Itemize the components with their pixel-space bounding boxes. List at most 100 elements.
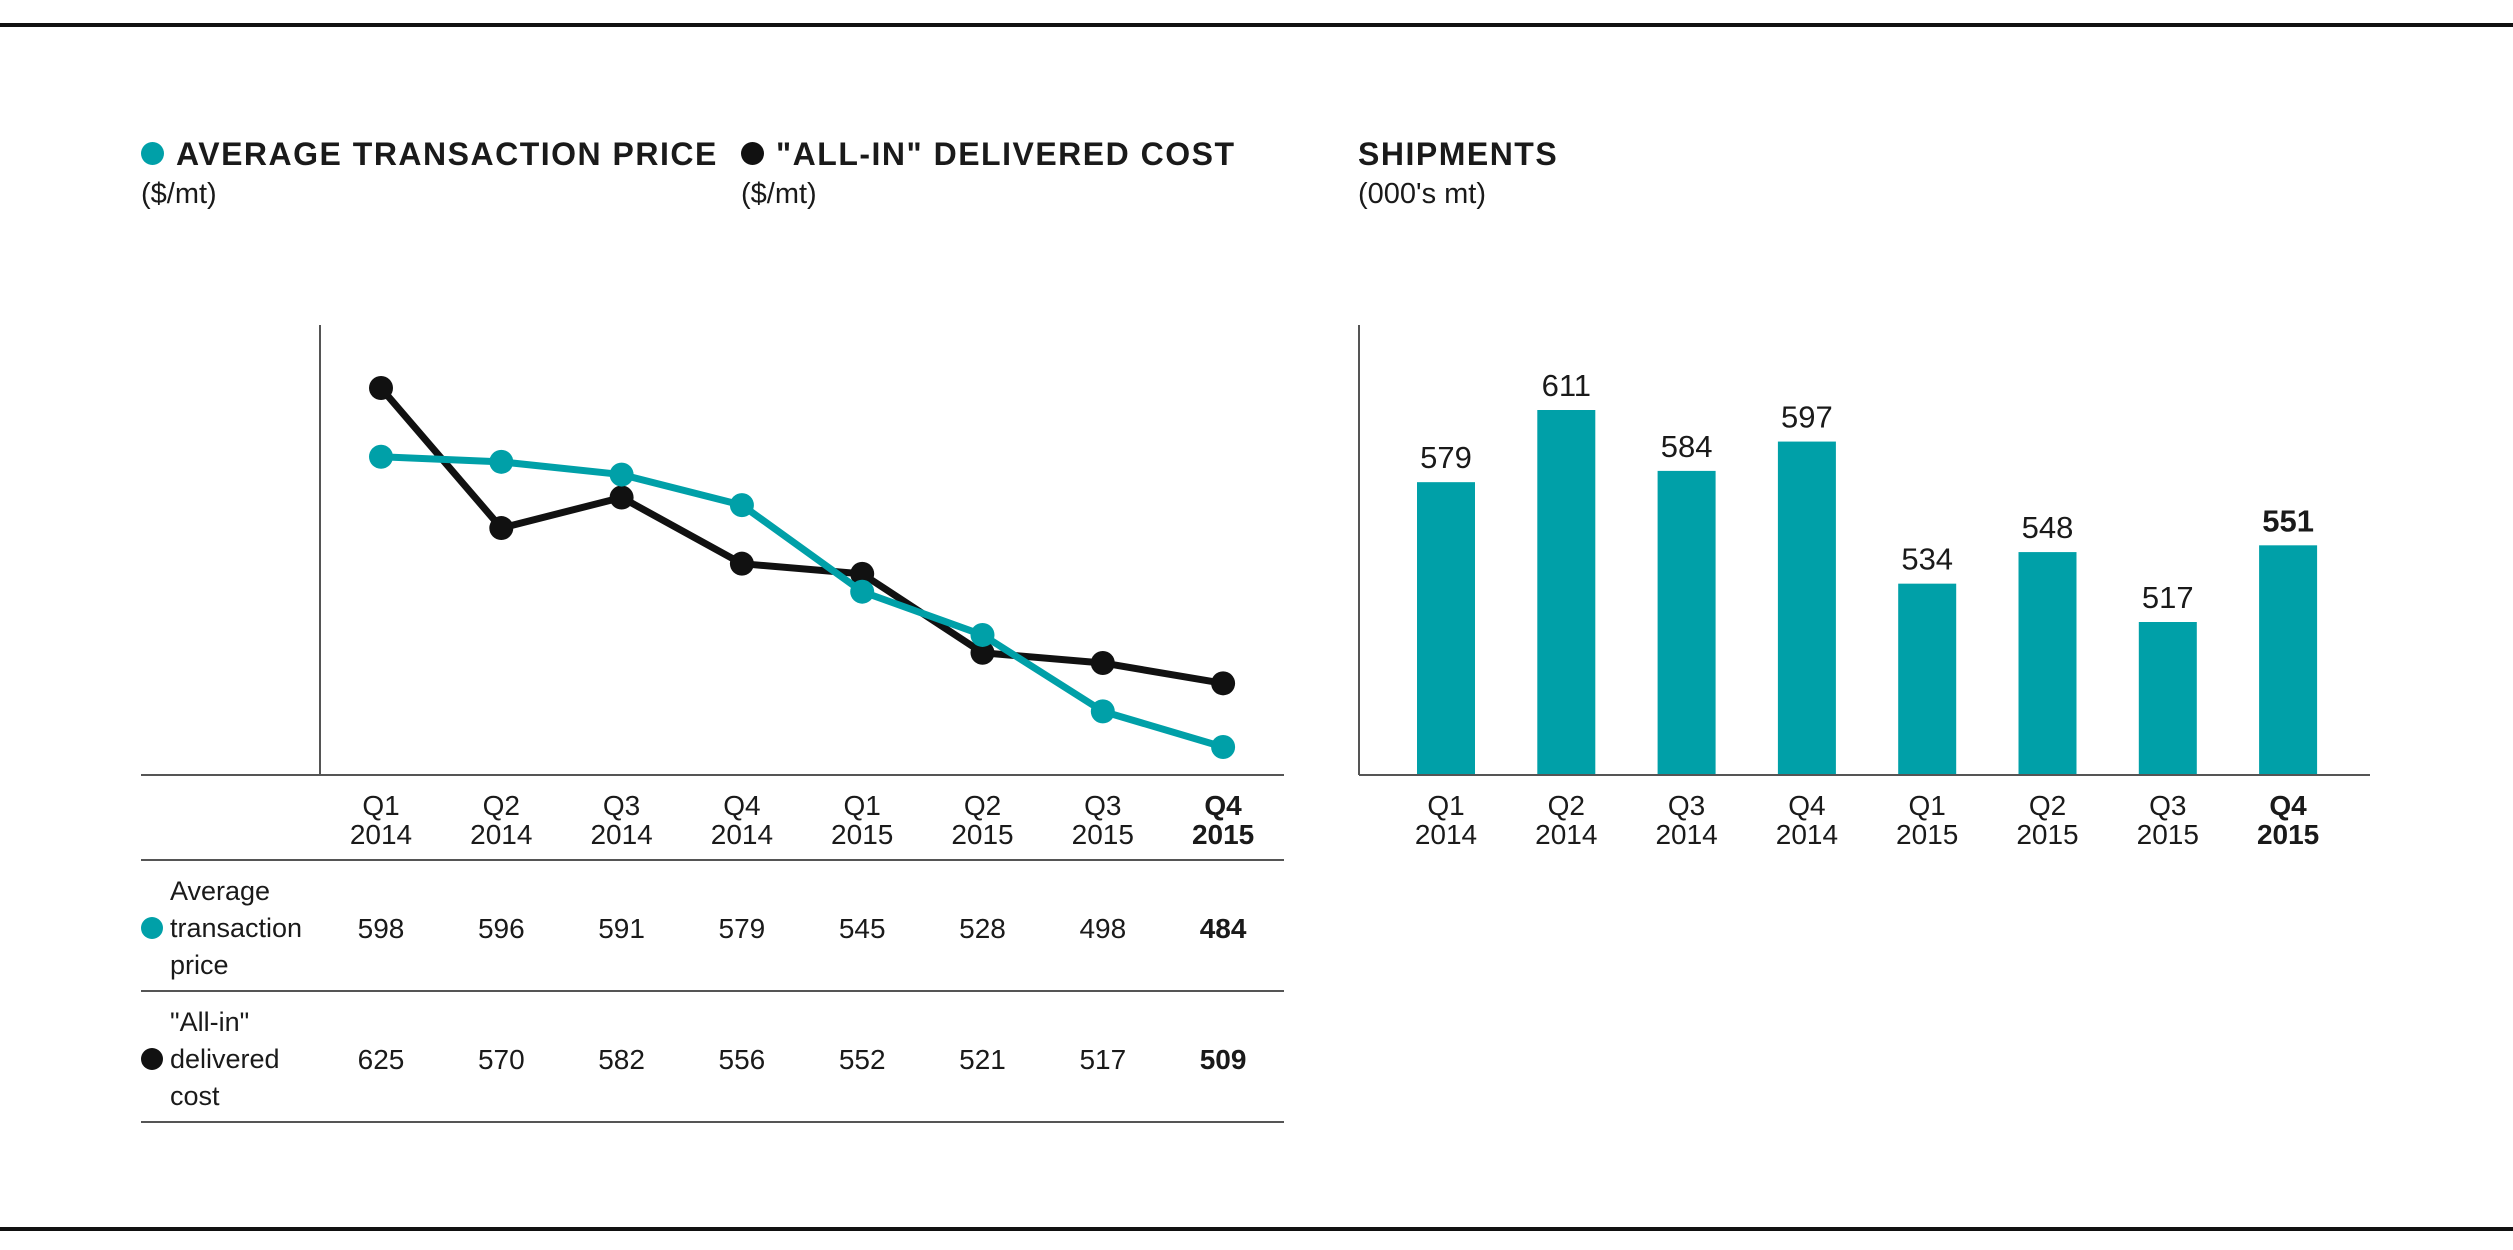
line-x-tick-quarter: Q3 — [1084, 790, 1121, 821]
bar-value-label: 579 — [1420, 440, 1472, 475]
line-x-tick-year: 2015 — [1072, 819, 1134, 850]
series-line-price — [380, 453, 1225, 751]
table-cell: 556 — [719, 1044, 766, 1075]
table-cell: 579 — [719, 913, 766, 944]
teal-dot-icon — [141, 917, 163, 939]
table-cell: 596 — [478, 913, 525, 944]
table-cell: 545 — [839, 913, 886, 944]
line-x-tick-year: 2014 — [350, 819, 412, 850]
bar-value-label: 534 — [1901, 542, 1953, 577]
data-point-price — [1090, 699, 1115, 724]
bar — [1417, 482, 1475, 774]
bar-x-tick-quarter: Q3 — [2149, 790, 2186, 821]
bar-x-tick-year: 2015 — [2257, 819, 2319, 850]
bar-x-tick-quarter: Q4 — [2269, 790, 2307, 821]
bar-value-label: 584 — [1661, 429, 1713, 464]
table-cell: 498 — [1079, 913, 1126, 944]
data-point-cost — [369, 376, 393, 400]
bar-x-tick-quarter: Q2 — [2029, 790, 2066, 821]
bar-x-tick-quarter: Q4 — [1788, 790, 1825, 821]
bar — [1657, 470, 1716, 774]
bar-x-tick-year: 2015 — [2137, 819, 2199, 850]
bar-value-label: 611 — [1542, 368, 1591, 403]
table-row-label: cost — [170, 1081, 220, 1111]
bar — [2259, 545, 2318, 774]
table-cell: 570 — [478, 1044, 525, 1075]
shipments-unit: (000's mt) — [1358, 178, 1487, 210]
line-x-tick-quarter: Q1 — [362, 790, 399, 821]
black-dot-icon — [141, 1048, 163, 1070]
line-x-tick-year: 2014 — [590, 819, 652, 850]
data-point-price — [729, 493, 754, 518]
data-point-price — [1211, 735, 1236, 759]
bar-value-label: 551 — [2262, 503, 2314, 538]
table-cell: 591 — [598, 913, 645, 944]
bar-x-tick-year: 2014 — [1655, 819, 1717, 850]
shipments-title: SHIPMENTS — [1358, 136, 1559, 172]
data-point-price — [609, 462, 634, 487]
bottom-rule — [0, 1227, 2513, 1231]
data-point-cost — [489, 516, 514, 541]
line-x-tick-quarter: Q2 — [964, 790, 1001, 821]
bar — [2018, 552, 2077, 774]
top-rule — [0, 23, 2513, 27]
bar-x-tick-quarter: Q3 — [1668, 790, 1705, 821]
table-cell: 598 — [358, 913, 405, 944]
bar-x-tick-year: 2014 — [1415, 819, 1477, 850]
data-point-price — [970, 622, 995, 647]
bar — [2138, 622, 2197, 774]
bar — [1898, 583, 1957, 774]
table-cell: 509 — [1200, 1044, 1247, 1075]
line-x-tick-year: 2015 — [831, 819, 893, 850]
data-point-price — [850, 579, 875, 604]
bar-x-tick-quarter: Q1 — [1909, 790, 1946, 821]
bar-value-label: 517 — [2142, 580, 2194, 615]
data-point-cost — [1211, 671, 1236, 696]
bar-x-tick-quarter: Q2 — [1548, 790, 1585, 821]
data-point-price — [489, 449, 514, 474]
table-row-label: delivered — [170, 1044, 280, 1074]
line-x-tick-quarter: Q3 — [603, 790, 640, 821]
line-x-tick-year: 2015 — [1192, 819, 1254, 850]
price-legend-unit: ($/mt) — [141, 178, 217, 210]
line-x-tick-quarter: Q4 — [723, 790, 760, 821]
bar-x-tick-year: 2015 — [1896, 819, 1958, 850]
price-legend-title: AVERAGE TRANSACTION PRICE — [176, 136, 718, 172]
line-x-tick-year: 2015 — [951, 819, 1013, 850]
bar-value-label: 548 — [2022, 510, 2074, 545]
table-row-label: price — [170, 950, 229, 980]
bar — [1777, 441, 1836, 774]
line-x-tick-quarter: Q1 — [844, 790, 881, 821]
table-cell: 552 — [839, 1044, 886, 1075]
black-dot-icon — [741, 142, 764, 166]
cost-legend-title: "ALL-IN" DELIVERED COST — [776, 136, 1236, 172]
bar — [1537, 410, 1596, 774]
data-point-cost — [970, 640, 995, 665]
line-x-tick-year: 2014 — [711, 819, 773, 850]
teal-dot-icon — [141, 142, 164, 166]
cost-legend: "ALL-IN" DELIVERED COST — [741, 136, 1236, 173]
cost-legend-unit: ($/mt) — [741, 178, 817, 210]
table-cell: 521 — [959, 1044, 1006, 1075]
data-point-cost — [609, 485, 634, 510]
data-point-price — [369, 444, 393, 469]
table-row-label: transaction — [170, 913, 302, 943]
data-point-cost — [729, 551, 754, 576]
bar-value-label: 597 — [1781, 400, 1833, 435]
data-point-cost — [850, 561, 875, 586]
table-row-label: Average — [170, 876, 270, 906]
table-cell: 484 — [1200, 913, 1247, 944]
line-x-tick-quarter: Q4 — [1204, 790, 1242, 821]
data-point-cost — [1090, 650, 1115, 675]
series-line-cost — [378, 385, 1224, 687]
line-x-tick-year: 2014 — [470, 819, 532, 850]
table-cell: 625 — [358, 1044, 405, 1075]
table-cell: 528 — [959, 913, 1006, 944]
bar-x-tick-year: 2015 — [2016, 819, 2078, 850]
table-cell: 517 — [1079, 1044, 1126, 1075]
price-legend: AVERAGE TRANSACTION PRICE — [141, 136, 718, 173]
bar-x-tick-quarter: Q1 — [1427, 790, 1464, 821]
line-x-tick-quarter: Q2 — [483, 790, 520, 821]
table-row-label: "All-in" — [170, 1007, 249, 1037]
